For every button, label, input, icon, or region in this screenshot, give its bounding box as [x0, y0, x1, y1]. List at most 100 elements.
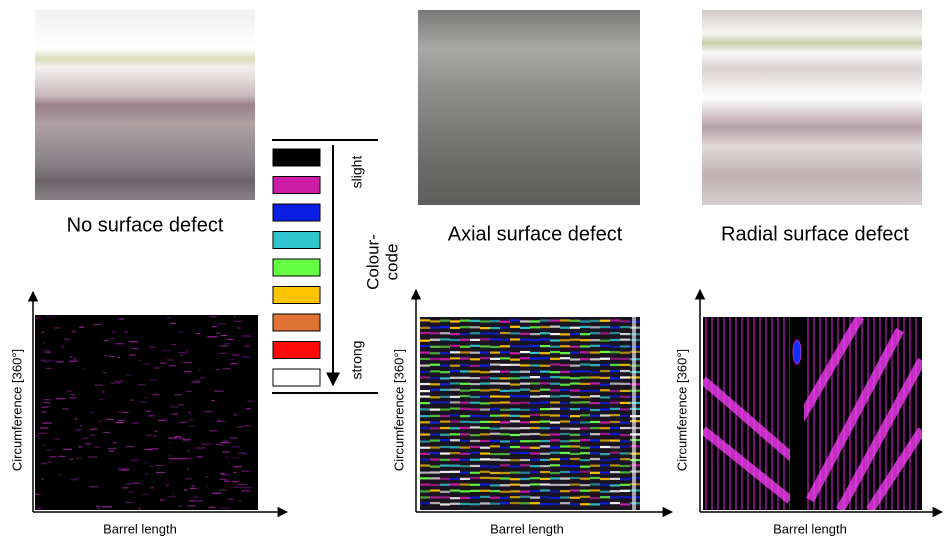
texture	[520, 484, 530, 487]
texture	[470, 326, 480, 329]
texture	[610, 401, 620, 404]
texture	[440, 408, 450, 411]
texture	[520, 471, 530, 474]
texture	[450, 427, 460, 430]
texture	[420, 357, 430, 361]
texture	[241, 356, 250, 358]
texture	[590, 464, 600, 467]
texture	[430, 471, 440, 474]
texture	[610, 471, 620, 474]
texture	[620, 395, 630, 398]
texture	[460, 439, 470, 443]
texture	[590, 483, 600, 486]
texture	[520, 427, 530, 430]
texture	[180, 437, 184, 440]
texture	[490, 484, 500, 487]
texture	[430, 401, 440, 404]
texture	[620, 320, 630, 323]
texture	[510, 383, 520, 386]
texture	[460, 433, 470, 436]
texture	[510, 395, 520, 398]
texture	[510, 414, 520, 417]
texture	[540, 352, 550, 355]
texture	[201, 443, 212, 445]
texture	[450, 446, 460, 449]
texture	[154, 464, 165, 467]
texture	[590, 489, 600, 492]
texture	[94, 446, 100, 448]
texture	[71, 331, 76, 333]
texture	[460, 389, 470, 392]
texture	[570, 338, 580, 341]
legend-title: code	[382, 244, 401, 281]
texture	[178, 505, 183, 507]
texture	[560, 432, 570, 436]
texture	[600, 439, 610, 442]
texture	[470, 401, 480, 404]
texture	[540, 388, 550, 391]
texture	[590, 339, 600, 342]
texture	[450, 502, 460, 505]
texture	[171, 413, 178, 415]
texture	[70, 394, 75, 396]
texture	[490, 432, 500, 435]
texture	[540, 465, 550, 468]
texture	[450, 369, 460, 373]
texture	[103, 371, 106, 374]
texture	[48, 360, 57, 362]
texture	[147, 415, 155, 417]
texture	[530, 382, 540, 385]
texture	[470, 464, 480, 468]
texture	[440, 503, 450, 506]
texture	[500, 395, 510, 398]
texture	[460, 502, 470, 506]
texture	[540, 420, 550, 423]
texture	[69, 360, 78, 362]
texture	[440, 383, 450, 386]
texture	[510, 483, 520, 486]
texture	[169, 458, 179, 460]
texture	[166, 484, 170, 486]
texture	[470, 503, 480, 506]
texture	[590, 457, 600, 461]
texture	[550, 471, 560, 475]
texture	[35, 493, 40, 495]
texture	[610, 484, 620, 487]
texture	[610, 326, 620, 329]
texture	[530, 420, 540, 424]
texture	[40, 463, 48, 465]
texture	[174, 436, 182, 438]
texture	[450, 464, 460, 467]
texture	[246, 407, 251, 410]
texture	[480, 470, 490, 473]
texture	[580, 458, 590, 462]
texture	[108, 450, 115, 452]
texture	[600, 325, 610, 329]
texture	[42, 444, 45, 446]
texture	[550, 446, 560, 449]
texture	[530, 440, 540, 443]
texture	[450, 376, 460, 379]
texture	[632, 317, 636, 510]
texture	[600, 432, 610, 436]
texture	[430, 421, 440, 424]
texture	[450, 414, 460, 417]
texture	[480, 458, 490, 461]
texture	[167, 496, 177, 498]
texture	[46, 316, 55, 318]
texture	[232, 316, 237, 318]
texture	[157, 419, 166, 422]
texture	[600, 414, 610, 417]
texture	[610, 369, 620, 373]
texture	[219, 489, 227, 491]
heatmap	[35, 315, 258, 510]
texture	[580, 320, 590, 323]
texture	[490, 326, 500, 330]
texture	[41, 478, 44, 480]
texture	[82, 368, 86, 370]
texture	[703, 376, 798, 464]
texture	[490, 414, 500, 417]
swatch	[272, 258, 321, 277]
texture	[89, 434, 97, 436]
texture	[81, 437, 89, 439]
